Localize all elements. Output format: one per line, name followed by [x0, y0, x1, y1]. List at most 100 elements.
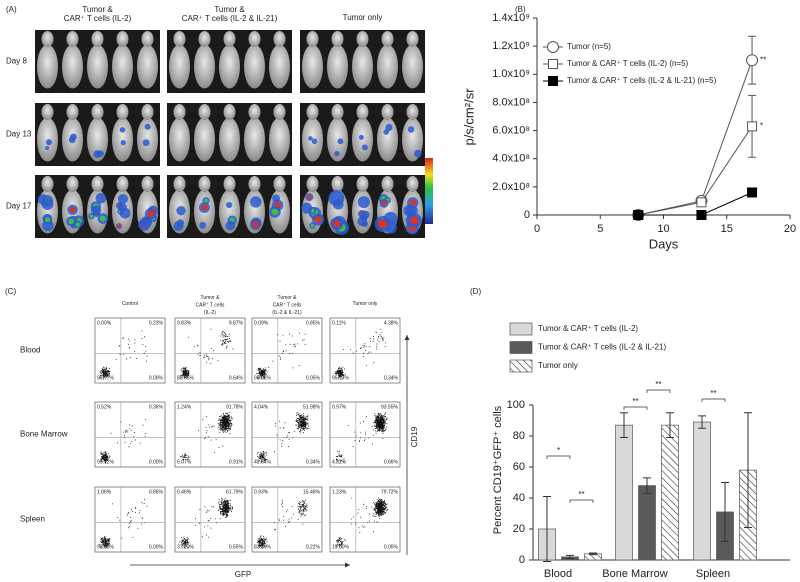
event: [278, 355, 280, 357]
event: [259, 456, 261, 458]
event: [262, 374, 264, 376]
event: [376, 426, 378, 428]
event: [185, 546, 187, 548]
event: [187, 456, 189, 458]
signal: [271, 208, 279, 216]
event: [257, 372, 259, 374]
event: [262, 535, 264, 537]
event: [264, 371, 266, 373]
event: [372, 508, 374, 510]
quadrant-percent: 0.86%: [149, 489, 164, 495]
event: [129, 442, 131, 444]
bar: [693, 421, 711, 561]
event: [182, 375, 184, 377]
event: [258, 541, 260, 543]
quadrant-percent: 61.79%: [226, 489, 244, 495]
event: [223, 421, 225, 423]
event: [262, 372, 264, 374]
event: [107, 372, 109, 374]
event: [228, 503, 230, 505]
event: [365, 508, 367, 510]
event: [101, 371, 103, 373]
event: [382, 432, 384, 434]
event: [339, 455, 341, 457]
event: [221, 512, 223, 514]
event: [220, 428, 222, 430]
event: [182, 368, 184, 370]
event: [109, 367, 111, 369]
event: [226, 515, 228, 517]
event: [382, 417, 384, 419]
event: [226, 500, 228, 502]
event: [226, 501, 228, 503]
event: [223, 499, 225, 501]
event: [221, 505, 223, 507]
plot-frame: [94, 401, 166, 468]
event: [301, 423, 303, 425]
event: [212, 425, 214, 427]
event: [225, 508, 227, 510]
mouse-body: [112, 117, 133, 162]
event: [374, 425, 376, 427]
event: [226, 499, 228, 501]
event: [223, 511, 225, 513]
event: [230, 416, 232, 418]
quadrant-percent: 15.46%: [303, 489, 321, 495]
event: [225, 506, 227, 508]
event: [339, 373, 341, 375]
event: [336, 541, 338, 543]
event: [261, 371, 263, 373]
signal: [204, 198, 209, 203]
column-header: Tumor & CAR⁺ T cells (IL-2): [196, 295, 225, 316]
event: [227, 415, 229, 417]
event: [301, 424, 303, 426]
signal: [252, 221, 259, 228]
signal: [45, 216, 51, 223]
event: [263, 543, 265, 545]
significance-bracket: [646, 389, 671, 393]
event: [378, 504, 380, 506]
event: [376, 418, 378, 420]
event: [129, 340, 131, 342]
y-tick-label: 8.0x10⁸: [492, 96, 530, 108]
event: [381, 422, 383, 424]
event: [302, 339, 304, 341]
event: [380, 499, 382, 501]
event: [222, 415, 224, 417]
event: [184, 545, 186, 547]
event: [372, 338, 374, 340]
event: [281, 446, 283, 448]
event: [384, 415, 386, 417]
event: [219, 427, 221, 429]
event: [339, 540, 341, 542]
event: [226, 417, 228, 419]
event: [377, 418, 379, 420]
event: [340, 459, 342, 461]
event: [102, 372, 104, 374]
event: [261, 547, 263, 549]
event: [381, 501, 383, 503]
quadrant-percent: 0.11%: [332, 320, 346, 326]
signal: [358, 134, 364, 140]
event: [303, 423, 305, 425]
event: [183, 374, 185, 376]
mouse-head: [173, 31, 186, 47]
event: [218, 419, 220, 421]
event: [185, 366, 187, 368]
quadrant-percent: 0.00%: [149, 544, 164, 550]
mouse-body: [219, 44, 240, 89]
signal: [314, 216, 322, 223]
event: [279, 427, 281, 429]
quadrant-percent: 88.65%: [177, 375, 195, 381]
significance: **: [655, 380, 661, 389]
event: [213, 425, 215, 427]
event: [384, 423, 386, 425]
event: [187, 458, 189, 460]
quadrant-percent: 0.05%: [306, 375, 321, 381]
event: [263, 545, 265, 547]
event: [367, 521, 369, 523]
event: [227, 427, 229, 429]
event: [222, 421, 224, 423]
event: [263, 459, 265, 461]
event: [224, 427, 226, 429]
